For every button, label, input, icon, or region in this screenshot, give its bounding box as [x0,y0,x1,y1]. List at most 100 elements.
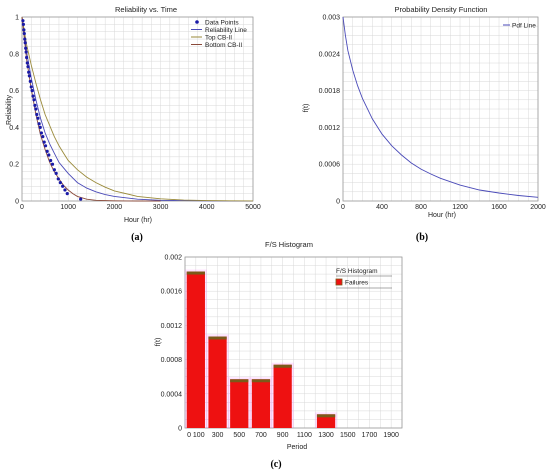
data-point-marker [24,46,28,50]
histogram-bar-cap [251,379,271,383]
histogram-bar-cap [186,271,205,275]
pdf-x-tick-label: 800 [415,204,427,211]
data-point-marker [56,177,60,181]
reliability-y-tick-label: 0.8 [9,51,19,58]
histogram-y-tick-label: 0.0012 [161,323,183,330]
data-point-marker [26,65,30,69]
histogram-bar [251,379,271,428]
pdf-y-axis-label: f(t) [303,104,310,113]
pdf-x-tick-label: 2000 [530,204,546,211]
pdf-y-tick-label: 0.0012 [319,125,341,132]
reliability-y-tick-label: 0.4 [9,125,19,132]
pdf-legend: Pdf Line [503,22,536,29]
reliability-x-tick-label: 5000 [245,204,261,211]
histogram-chart-title: F/S Histogram [265,240,313,249]
histogram-bar [316,414,336,428]
data-point-marker [49,158,53,163]
pdf-x-tick-label: 0 [341,204,345,211]
histogram-bar [230,379,249,428]
pdf-y-tick-label: 0 [336,199,340,206]
data-point-marker [61,184,65,188]
top-cb-ii-curve [21,16,254,202]
data-point-marker [25,61,29,65]
reliability-y-tick-label: 0.2 [9,162,19,169]
legend-failures-swatch [335,278,343,286]
reliability-x-tick-label: 2000 [107,204,123,211]
data-point-marker [23,41,27,45]
reliability-line-curve [21,16,254,202]
histogram-y-tick-label: 0.002 [164,255,182,262]
data-point-marker [33,103,37,107]
data-point-marker [36,116,40,120]
data-point-marker [54,171,58,175]
data-point-marker [65,192,69,196]
legend-entry-label: Data Points [205,19,239,26]
histogram-bar [208,336,227,428]
data-point-marker [35,112,39,117]
data-point-marker [27,70,31,74]
legend-entry-label: Bottom CB-II [205,42,242,49]
bottom-cb-ii-curve [21,16,161,202]
pdf-x-tick-label: 1200 [452,204,468,211]
data-point-marker [30,89,34,93]
data-point-marker [45,149,49,153]
reliability-y-tick-label: 0.6 [9,88,19,95]
data-point-marker [37,122,41,126]
histogram-legend-title: F/S Histogram [336,268,378,275]
legend-entry-label: Top CB-II [205,34,232,41]
data-point-marker [25,55,29,60]
pdf-y-tick-label: 0.0018 [319,88,341,95]
histogram-bar-cap [316,414,336,418]
histogram-x-tick-label: 700 [255,432,267,439]
pdf-x-axis-label: Hour (hr) [428,212,456,219]
histogram-x-tick-label: 500 [233,432,245,439]
histogram-y-tick-label: 0.0004 [161,391,183,398]
data-point-marker [47,153,51,157]
pdf-y-tick-label: 0.003 [322,15,340,22]
data-point-marker [50,162,55,166]
data-point-marker [41,135,45,139]
histogram-bar-cap [230,379,249,383]
data-point-marker [21,22,25,26]
data-point-marker [27,74,31,78]
legend-data-points-swatch [195,20,199,24]
panel-label-c: (c) [270,459,281,470]
histogram-bar [273,364,292,428]
histogram-x-tick-label: 1900 [383,432,399,439]
data-point-marker [42,140,46,144]
histogram-y-tick-label: 0 [178,426,182,433]
histogram-chart: F/S Histogram 0 0.0004 0.0008 0.0012 0.0016 0… [155,240,403,470]
histogram-bar [186,271,205,428]
data-point-marker [29,85,33,89]
pdf-chart: Probability Density Function 0 400 800 1200… [303,5,546,243]
histogram-x-tick-label: 300 [212,432,224,439]
pdf-y-tick-label: 0.0006 [319,162,341,169]
data-point-marker [23,37,27,41]
reliability-x-tick-label: 1000 [60,204,76,211]
pdf-chart-title: Probability Density Function [395,5,488,14]
histogram-x-tick-label: 1500 [340,432,356,439]
pdf-y-tick-label: 0.0024 [319,51,341,58]
pdf-x-tick-label: 400 [376,204,388,211]
histogram-x-tick-label: 1300 [318,432,334,439]
reliability-y-tick-label: 1 [15,15,19,22]
reliability-y-axis-label: Reliability [6,95,13,125]
histogram-x-tick-label: 1700 [362,432,378,439]
data-point-marker [38,125,42,129]
reliability-x-axis-label: Hour (hr) [124,217,152,224]
data-point-marker [39,131,44,135]
reliability-chart: Reliability vs. Time 0 1000 2000 3000 4000 50… [6,5,261,243]
histogram-y-axis-label: f(t) [155,338,162,347]
legend-entry-label: Pdf Line [512,22,536,29]
data-point-marker [22,28,26,32]
histogram-x-tick-label: 1100 [297,432,312,439]
data-point-marker [21,19,25,23]
reliability-x-tick-label: 0 [20,204,24,211]
legend-entry-label: Reliability Line [205,27,247,34]
histogram-legend: F/S Histogram Failures [335,268,392,289]
pdf-plot-frame [342,16,539,202]
data-point-marker [58,181,62,185]
panel-label-b: (b) [416,232,428,243]
panel-label-a: (a) [131,232,143,243]
